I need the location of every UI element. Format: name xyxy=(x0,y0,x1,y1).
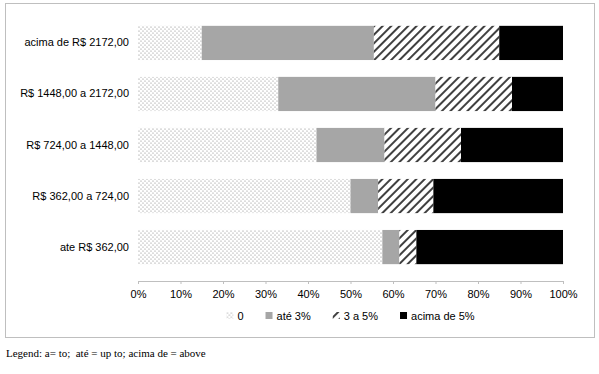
y-tick-label: acima de R$ 2172,00 xyxy=(24,36,129,48)
legend-item: 3 a 5% xyxy=(333,310,378,322)
x-tick-mark xyxy=(521,281,522,284)
x-tick-label: 100% xyxy=(549,288,577,300)
legend-swatch xyxy=(333,312,340,319)
x-tick: 40% xyxy=(297,281,319,300)
bar-segment xyxy=(317,128,385,162)
legend-swatch xyxy=(400,312,407,319)
legend: 0 até 3% 3 a 5% acima de 5% xyxy=(226,310,474,322)
chart: 0% 10% 20% 30% 40% 50% 60% 70% 80% 90% 100% acima d… xyxy=(0,0,599,374)
x-tick-mark xyxy=(266,281,267,284)
x-tick: 70% xyxy=(425,281,447,300)
bar-segment xyxy=(278,77,435,111)
x-tick-label: 50% xyxy=(340,288,362,300)
x-tick-label: 10% xyxy=(170,288,192,300)
bar-segment xyxy=(378,179,433,213)
y-tick: R$ 362,00 a 724,00 xyxy=(32,190,129,202)
frame xyxy=(6,4,595,338)
y-tick-label: R$ 1448,00 a 2172,00 xyxy=(20,87,129,99)
x-tick-label: 30% xyxy=(255,288,277,300)
x-tick-label: 40% xyxy=(297,288,319,300)
y-tick: ate R$ 362,00 xyxy=(60,241,129,253)
bar-segment xyxy=(138,179,351,213)
x-tick-mark xyxy=(478,281,479,284)
x-tick: 30% xyxy=(255,281,277,300)
y-tick: R$ 724,00 a 1448,00 xyxy=(26,139,129,151)
x-tick: 50% xyxy=(340,281,362,300)
x-tick: 90% xyxy=(510,281,532,300)
x-axis: 0% 10% 20% 30% 40% 50% 60% 70% 80% 90% 100% xyxy=(131,281,578,300)
bar-segment xyxy=(138,230,382,264)
caption: Legend: a= to; até = up to; acima de = a… xyxy=(6,347,206,359)
x-tick-mark xyxy=(138,281,139,284)
x-tick-mark xyxy=(308,281,309,284)
legend-item: até 3% xyxy=(266,310,311,322)
y-tick: acima de R$ 2172,00 xyxy=(24,36,129,48)
legend-label: até 3% xyxy=(277,310,311,322)
legend-swatch xyxy=(226,312,233,319)
x-tick: 100% xyxy=(549,281,577,300)
x-tick-mark xyxy=(563,281,564,284)
legend-swatch xyxy=(266,312,273,319)
bar-segment xyxy=(138,26,202,60)
bar-segment xyxy=(351,179,379,213)
bar-segment xyxy=(436,77,513,111)
y-tick-label: R$ 362,00 a 724,00 xyxy=(32,190,129,202)
x-tick-label: 90% xyxy=(510,288,532,300)
x-tick-mark xyxy=(351,281,352,284)
bar-segment xyxy=(138,128,317,162)
x-tick-label: 80% xyxy=(467,288,489,300)
y-axis: acima de R$ 2172,00 R$ 1448,00 a 2172,00 R… xyxy=(20,36,129,252)
x-tick-label: 70% xyxy=(425,288,447,300)
bar-segment xyxy=(382,230,399,264)
legend-item: 0 xyxy=(226,310,243,322)
x-tick-mark xyxy=(181,281,182,284)
y-tick-label: R$ 724,00 a 1448,00 xyxy=(26,139,129,151)
bar-segment xyxy=(433,179,563,213)
bar-segment xyxy=(374,26,499,60)
x-tick: 0% xyxy=(131,281,147,300)
x-tick: 10% xyxy=(170,281,192,300)
legend-label: 0 xyxy=(237,310,243,322)
x-tick: 80% xyxy=(467,281,489,300)
x-tick-mark xyxy=(223,281,224,284)
bar-segment xyxy=(416,230,563,264)
legend-item: acima de 5% xyxy=(400,310,475,322)
bar-segment xyxy=(202,26,374,60)
bar-segment xyxy=(499,26,563,60)
bar-segment xyxy=(512,77,563,111)
x-tick: 60% xyxy=(382,281,404,300)
x-tick-label: 20% xyxy=(212,288,234,300)
x-tick-label: 0% xyxy=(131,288,147,300)
bars xyxy=(138,26,563,264)
bar-segment xyxy=(138,77,278,111)
x-axis-line xyxy=(139,282,564,285)
legend-label: 3 a 5% xyxy=(344,310,378,322)
x-tick: 20% xyxy=(212,281,234,300)
legend-label: acima de 5% xyxy=(411,310,475,322)
bar-segment xyxy=(399,230,416,264)
x-tick-mark xyxy=(393,281,394,284)
bar-segment xyxy=(385,128,462,162)
x-tick-label: 60% xyxy=(382,288,404,300)
y-tick: R$ 1448,00 a 2172,00 xyxy=(20,87,129,99)
y-tick-label: ate R$ 362,00 xyxy=(60,241,129,253)
x-tick-mark xyxy=(436,281,437,284)
bar-segment xyxy=(461,128,563,162)
